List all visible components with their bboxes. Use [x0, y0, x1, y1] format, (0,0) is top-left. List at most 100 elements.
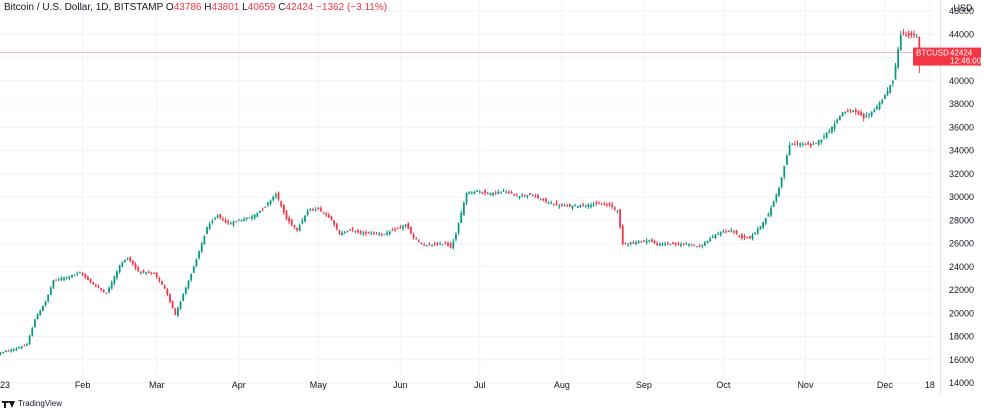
legend-close-label: C [278, 2, 286, 13]
candle-body [404, 225, 407, 227]
candle-body [343, 232, 346, 234]
x-tick-label: 23 [0, 380, 10, 390]
candle-body [354, 230, 357, 232]
candle-body [571, 205, 574, 209]
y-tick-label: 24000 [949, 262, 974, 272]
candle-body [290, 219, 293, 225]
candle-body [918, 36, 921, 53]
candle-body [489, 192, 492, 196]
candle-body [500, 191, 502, 193]
candle-body [526, 195, 529, 197]
candle-body [232, 221, 235, 225]
candle-body [327, 214, 330, 218]
candle-body [412, 234, 415, 238]
candle-body [598, 202, 600, 204]
candle-body [49, 287, 52, 295]
candle-body [886, 90, 889, 95]
candle-body [560, 203, 563, 206]
price-tag-price: 42424 [950, 49, 973, 58]
candle-body [629, 242, 632, 245]
candle-body [41, 306, 44, 311]
candle-body [306, 210, 309, 215]
candle-body [550, 203, 553, 205]
candle-body [155, 272, 158, 278]
candle-body [97, 285, 100, 288]
candle-body [378, 234, 381, 236]
legend-low-label: L [242, 2, 248, 13]
candle-body [129, 257, 132, 262]
candle-body [608, 203, 611, 206]
tradingview-logo[interactable]: TradingView [2, 398, 62, 409]
candle-body [815, 142, 817, 144]
candle-body [0, 352, 2, 354]
candle-body [531, 195, 534, 197]
candle-body [507, 191, 510, 193]
candle-body [587, 204, 590, 207]
candle-body [812, 143, 815, 145]
candle-body [68, 276, 71, 279]
candle-body [891, 81, 894, 84]
candles [0, 28, 921, 356]
candle-body [767, 214, 770, 217]
candle-body [433, 243, 436, 246]
candle-body [899, 34, 902, 51]
candle-body [118, 265, 121, 272]
x-tick-label: Oct [716, 380, 731, 390]
candle-body [86, 276, 89, 280]
candle-body [738, 235, 741, 237]
candle-body [31, 327, 34, 336]
candle-body [468, 191, 471, 194]
candle-body [643, 240, 645, 242]
candle-body [341, 232, 343, 235]
currency-button[interactable]: USD [953, 3, 973, 13]
x-tick-label: Jul [474, 380, 486, 390]
candle-body [436, 243, 439, 245]
candle-body [881, 100, 884, 104]
candle-body [222, 219, 224, 221]
candle-body [184, 287, 187, 294]
candle-body [505, 192, 508, 194]
candle-body [741, 234, 743, 239]
candle-body [807, 142, 810, 145]
candle-body [428, 243, 431, 245]
candle-body [240, 219, 243, 222]
y-tick-label: 20000 [949, 308, 974, 318]
candle-body [182, 294, 185, 302]
candle-body [94, 285, 97, 287]
candle-body [280, 201, 283, 207]
time-axis[interactable]: 23 Feb Mar Apr May Jun Jul Aug Sep Oct Nov Dec 18 [0, 380, 935, 390]
candle-body [203, 235, 206, 245]
candle-body [905, 34, 907, 36]
candle-body [12, 349, 15, 351]
candle-body [388, 231, 391, 235]
candle-body [171, 300, 174, 309]
candle-body [674, 242, 677, 245]
candle-body [147, 271, 150, 273]
candle-body [394, 228, 396, 231]
candle-body [883, 95, 886, 99]
candle-body [690, 243, 693, 245]
candle-body [179, 301, 182, 309]
candle-body [492, 192, 494, 196]
candle-body [452, 241, 455, 248]
candle-body [539, 199, 542, 201]
candle-body [264, 206, 267, 208]
candle-body [521, 195, 524, 197]
candle-body [828, 130, 831, 133]
candle-body [269, 200, 272, 204]
candle-body [693, 244, 696, 246]
chart-legend[interactable]: Bitcoin / U.S. Dollar, 1D, BITSTAMP O437… [4, 2, 387, 13]
candle-body [139, 271, 142, 273]
candle-body [15, 348, 18, 350]
candle-body [224, 219, 227, 223]
candle-body [894, 66, 897, 80]
candle-body [282, 205, 285, 213]
candle-body [677, 243, 680, 245]
candle-body [653, 241, 656, 243]
candle-body [410, 227, 412, 234]
candle-body [695, 246, 698, 248]
candle-body [478, 191, 481, 193]
candle-body [60, 278, 63, 281]
